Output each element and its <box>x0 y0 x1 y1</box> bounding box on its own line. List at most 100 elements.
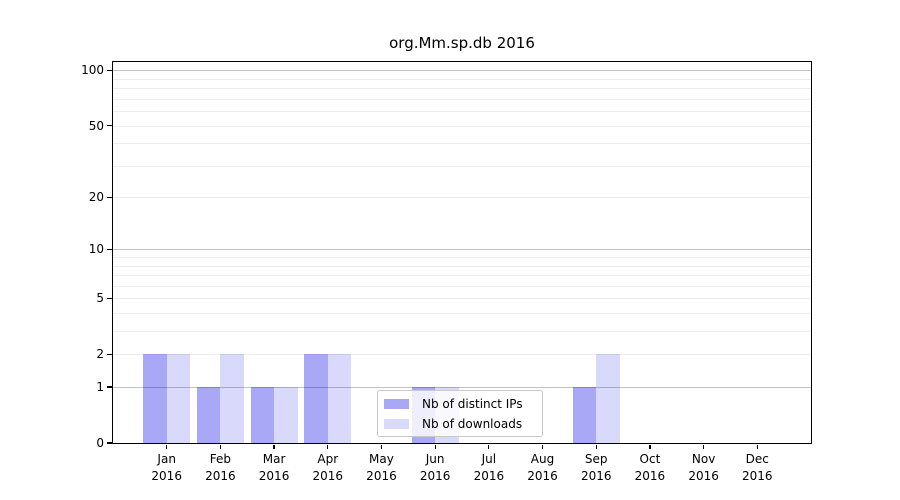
x-tick-label-sep: Sep 2016 <box>581 451 612 484</box>
x-tick-label-apr: Apr 2016 <box>312 451 343 484</box>
x-tick-year: 2016 <box>312 468 344 483</box>
x-tick-label-feb: Feb 2016 <box>205 451 236 484</box>
x-tick-label-jun: Jun 2016 <box>420 451 451 484</box>
legend-label-nb-of-downloads: Nb of downloads <box>422 417 523 431</box>
gridline-minor-3 <box>113 331 811 333</box>
x-tick-month: Dec <box>745 452 769 466</box>
x-tick-mark-sep <box>595 444 597 449</box>
x-tick-mark-apr <box>327 444 329 449</box>
y-tick-label-10: 10 <box>88 242 104 257</box>
x-tick-mark-aug <box>541 444 544 449</box>
x-tick-year: 2016 <box>366 468 397 483</box>
bar-nb-of-downloads-sep <box>596 354 620 443</box>
x-tick-month: Nov <box>691 452 716 466</box>
gridline-major-10 <box>113 249 811 251</box>
x-tick-month: Feb <box>209 452 231 466</box>
gridline-minor-9 <box>113 257 811 259</box>
bar-nb-of-downloads-mar <box>274 387 298 443</box>
x-tick-label-jul: Jul 2016 <box>474 451 505 484</box>
y-tick-label-50: 50 <box>88 118 104 133</box>
x-tick-year: 2016 <box>258 468 290 483</box>
gridline-minor-80 <box>113 88 811 90</box>
y-tick-label-100: 100 <box>81 63 104 78</box>
x-tick-month: Sep <box>584 452 608 466</box>
x-tick-year: 2016 <box>527 468 558 483</box>
gridline-minor-70 <box>113 98 811 100</box>
x-tick-year: 2016 <box>634 468 666 483</box>
gridline-minor-20 <box>113 197 811 199</box>
y-tick-label-20: 20 <box>88 190 104 205</box>
bar-nb-of-downloads-feb <box>220 354 244 443</box>
x-tick-year: 2016 <box>688 468 719 483</box>
x-tick-mark-dec <box>756 444 758 449</box>
x-tick-month: Jan <box>157 452 176 466</box>
x-tick-mark-jan <box>166 444 168 449</box>
x-tick-year: 2016 <box>151 468 182 483</box>
bar-nb-of-distinct-ips-feb <box>196 387 221 443</box>
gridline-major-1 <box>113 387 811 389</box>
gridline-minor-90 <box>113 78 811 80</box>
bar-nb-of-distinct-ips-mar <box>250 387 275 443</box>
x-tick-month: Oct <box>639 452 661 466</box>
bar-nb-of-downloads-apr <box>327 354 352 443</box>
x-tick-mark-nov <box>703 444 705 449</box>
x-tick-label-aug: Aug 2016 <box>527 451 558 484</box>
gridline-minor-50 <box>113 125 811 127</box>
y-tick-label-1: 1 <box>96 380 104 395</box>
x-tick-label-jan: Jan 2016 <box>151 451 182 484</box>
gridline-minor-6 <box>113 285 811 287</box>
x-tick-mark-jun <box>434 444 436 449</box>
x-tick-year: 2016 <box>742 468 773 483</box>
x-tick-label-oct: Oct 2016 <box>635 451 666 484</box>
x-tick-month: Jun <box>425 452 445 466</box>
y-tick-label-0: 0 <box>96 436 104 450</box>
legend: Nb of distinct IPs Nb of downloads <box>377 390 543 437</box>
y-tick-mark-2 <box>107 353 112 355</box>
bar-nb-of-distinct-ips-apr <box>304 354 328 443</box>
x-tick-month: May <box>369 452 394 466</box>
x-tick-month: Jul <box>481 452 497 466</box>
chart-title: org.Mm.sp.db 2016 <box>389 34 535 52</box>
gridline-minor-7 <box>113 275 811 277</box>
legend-item-nb-of-downloads: Nb of downloads <box>384 417 536 431</box>
x-tick-label-mar: Mar 2016 <box>259 451 290 484</box>
y-tick-mark-10 <box>107 248 112 250</box>
x-tick-year: 2016 <box>473 468 505 483</box>
x-tick-mark-may <box>380 444 383 449</box>
x-tick-mark-mar <box>273 444 275 449</box>
y-tick-mark-20 <box>107 196 112 198</box>
x-tick-mark-jul <box>488 444 490 449</box>
gridline-minor-2 <box>113 354 811 356</box>
gridline-minor-4 <box>113 313 811 315</box>
x-tick-year: 2016 <box>205 468 236 483</box>
plot-area <box>112 61 812 444</box>
x-tick-label-may: May 2016 <box>366 451 397 484</box>
y-tick-mark-100 <box>107 69 112 71</box>
gridline-minor-5 <box>113 298 811 300</box>
y-tick-mark-5 <box>107 297 112 299</box>
legend-label-nb-of-distinct-ips: Nb of distinct IPs <box>422 397 523 411</box>
y-tick-mark-1 <box>107 386 112 388</box>
y-tick-label-5: 5 <box>96 291 104 306</box>
x-tick-month: Aug <box>530 452 555 466</box>
x-tick-mark-feb <box>219 444 221 449</box>
y-tick-label-2: 2 <box>96 347 104 362</box>
gridline-minor-8 <box>113 265 811 267</box>
x-tick-month: Mar <box>262 452 286 466</box>
gridline-minor-40 <box>113 143 811 145</box>
bar-nb-of-downloads-jan <box>166 354 191 443</box>
y-tick-mark-0 <box>107 442 112 444</box>
x-tick-label-nov: Nov 2016 <box>688 451 719 484</box>
gridline-major-100 <box>113 70 811 72</box>
bar-nb-of-distinct-ips-jan <box>143 354 167 443</box>
x-tick-label-dec: Dec 2016 <box>742 451 773 484</box>
bar-nb-of-distinct-ips-sep <box>572 387 597 443</box>
gridline-minor-60 <box>113 111 811 113</box>
x-tick-mark-oct <box>649 444 651 449</box>
legend-item-nb-of-distinct-ips: Nb of distinct IPs <box>384 397 536 411</box>
gridline-minor-30 <box>113 165 811 167</box>
x-tick-month: Apr <box>317 452 339 466</box>
y-tick-mark-50 <box>107 124 112 127</box>
legend-swatch-nb-of-downloads <box>384 419 409 429</box>
